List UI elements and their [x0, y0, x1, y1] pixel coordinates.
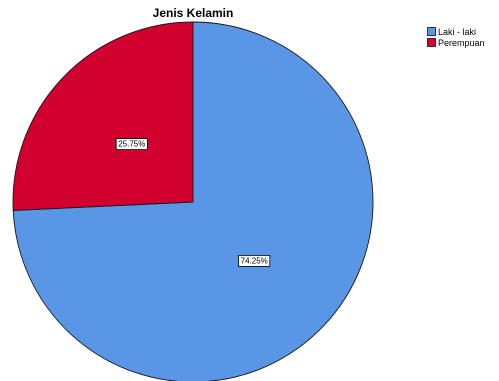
- data-label-laki-laki: 74.25%: [238, 254, 271, 267]
- legend-swatch-laki-laki: [427, 27, 436, 36]
- legend-item-laki-laki: Laki - laki: [427, 26, 485, 37]
- legend-label-perempuan: Perempuan: [438, 37, 485, 48]
- data-label-text-laki-laki: 74.25%: [241, 256, 268, 265]
- data-label-perempuan: 25.75%: [115, 138, 148, 151]
- data-label-text-perempuan: 25.75%: [118, 140, 145, 149]
- chart-title: Jenis Kelamin: [152, 6, 234, 20]
- pie-slice-perempuan: [12, 21, 194, 211]
- legend: Laki - laki Perempuan: [427, 26, 485, 48]
- data-label-box-perempuan: [115, 138, 148, 151]
- legend-label-laki-laki: Laki - laki: [438, 26, 477, 37]
- data-label-box-laki-laki: [238, 254, 271, 267]
- legend-item-perempuan: Perempuan: [427, 37, 485, 48]
- legend-swatch-perempuan: [427, 38, 436, 47]
